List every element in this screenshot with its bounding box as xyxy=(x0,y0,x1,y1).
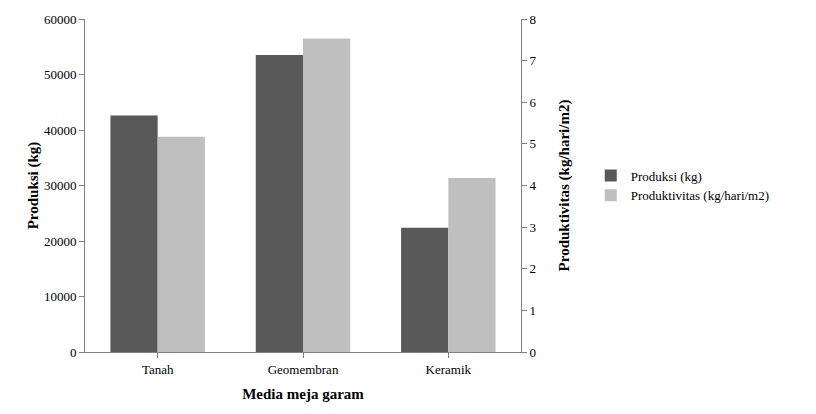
svg-text:Produksi (kg): Produksi (kg) xyxy=(25,142,42,230)
svg-text:4: 4 xyxy=(530,178,537,193)
svg-text:Media meja garam: Media meja garam xyxy=(242,386,364,402)
svg-text:30000: 30000 xyxy=(44,178,77,193)
svg-text:Tanah: Tanah xyxy=(142,362,174,377)
svg-text:50000: 50000 xyxy=(44,67,77,82)
svg-text:2: 2 xyxy=(530,261,537,276)
svg-text:0: 0 xyxy=(70,345,77,360)
svg-text:60000: 60000 xyxy=(44,12,77,27)
svg-text:1: 1 xyxy=(530,303,537,318)
svg-text:Produktivitas (kg/hari/m2): Produktivitas (kg/hari/m2) xyxy=(631,188,769,203)
svg-text:Keramik: Keramik xyxy=(426,362,472,377)
svg-text:5: 5 xyxy=(530,136,537,151)
svg-text:7: 7 xyxy=(530,53,537,68)
svg-text:Produksi (kg): Produksi (kg) xyxy=(631,169,702,184)
svg-text:Produktivitas (kg/hari/m2): Produktivitas (kg/hari/m2) xyxy=(556,100,573,272)
svg-text:6: 6 xyxy=(530,95,537,110)
svg-text:Geomembran: Geomembran xyxy=(268,362,339,377)
svg-text:40000: 40000 xyxy=(44,123,77,138)
svg-text:10000: 10000 xyxy=(44,289,77,304)
svg-text:8: 8 xyxy=(530,12,537,27)
svg-text:0: 0 xyxy=(530,345,537,360)
svg-text:3: 3 xyxy=(530,220,537,235)
svg-text:20000: 20000 xyxy=(44,234,77,249)
